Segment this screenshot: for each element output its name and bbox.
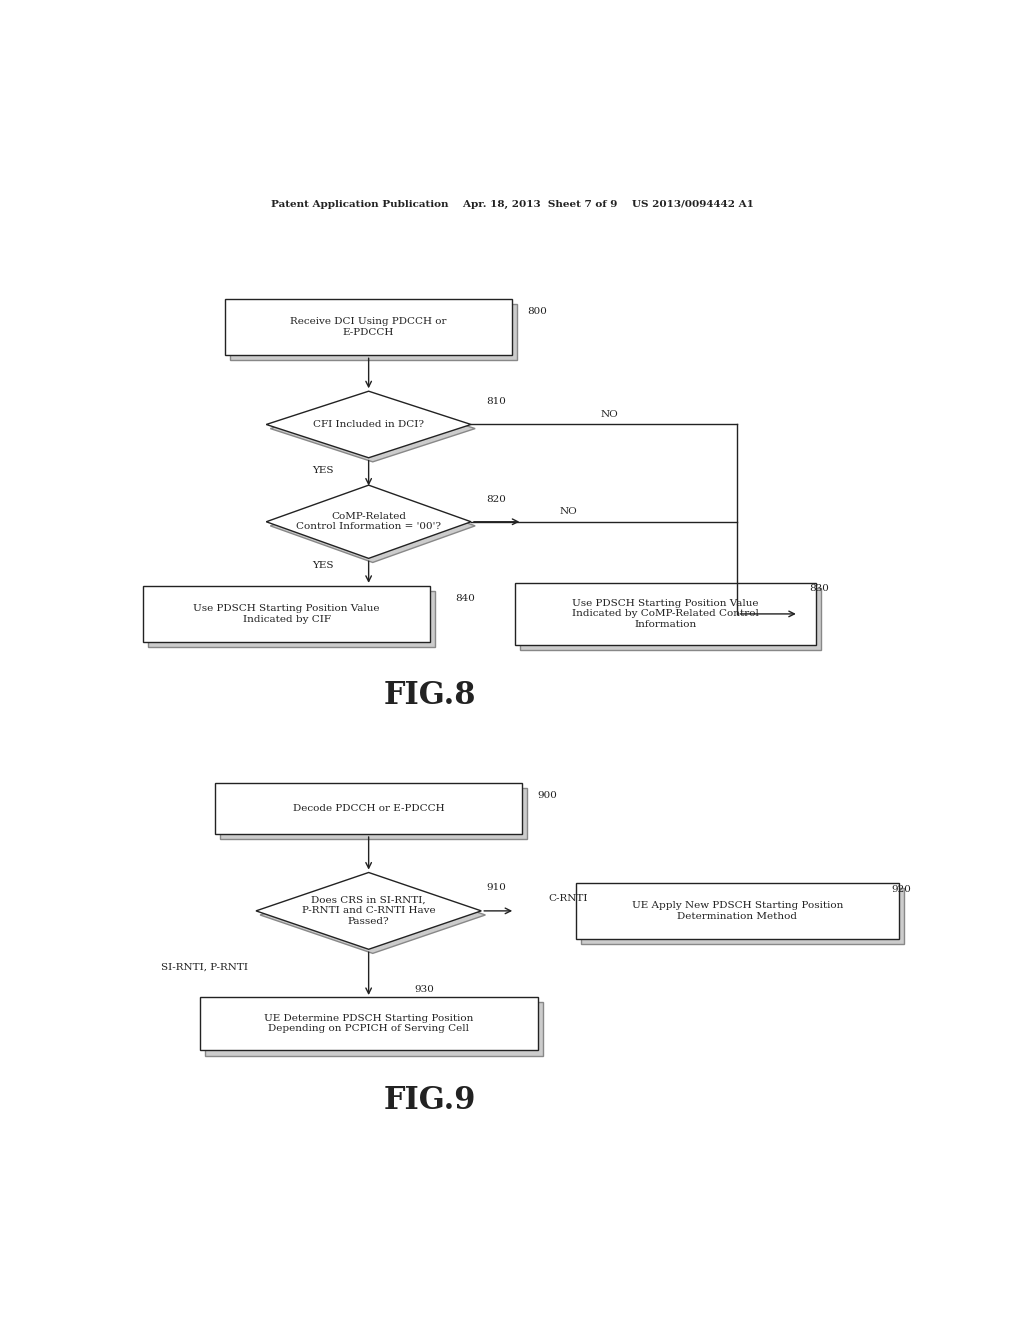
FancyBboxPatch shape [575,883,899,939]
FancyBboxPatch shape [515,583,816,645]
Text: 920: 920 [891,884,910,894]
Text: 810: 810 [486,397,506,407]
Text: 930: 930 [415,985,434,994]
Text: Patent Application Publication    Apr. 18, 2013  Sheet 7 of 9    US 2013/0094442: Patent Application Publication Apr. 18, … [270,199,754,209]
Text: Use PDSCH Starting Position Value
Indicated by CIF: Use PDSCH Starting Position Value Indica… [194,605,380,623]
Text: 830: 830 [809,583,828,593]
FancyBboxPatch shape [148,591,435,647]
Text: 910: 910 [486,883,506,892]
Text: CFI Included in DCI?: CFI Included in DCI? [313,420,424,429]
Polygon shape [270,395,475,462]
Text: Does CRS in SI-RNTI,
P-RNTI and C-RNTI Have
Passed?: Does CRS in SI-RNTI, P-RNTI and C-RNTI H… [302,896,435,925]
FancyBboxPatch shape [220,788,527,840]
Text: FIG.8: FIG.8 [384,680,476,711]
FancyBboxPatch shape [230,304,517,360]
Text: Use PDSCH Starting Position Value
Indicated by CoMP-Related Control
Information: Use PDSCH Starting Position Value Indica… [572,599,759,628]
FancyBboxPatch shape [200,997,538,1051]
Text: Decode PDCCH or E-PDCCH: Decode PDCCH or E-PDCCH [293,804,444,813]
Text: Receive DCI Using PDCCH or
E-PDCCH: Receive DCI Using PDCCH or E-PDCCH [291,318,446,337]
FancyBboxPatch shape [520,589,821,649]
Text: FIG.9: FIG.9 [384,1085,476,1115]
Text: 840: 840 [456,594,475,603]
Text: YES: YES [312,561,333,570]
FancyBboxPatch shape [215,783,522,834]
Polygon shape [270,490,475,562]
Text: UE Determine PDSCH Starting Position
Depending on PCPICH of Serving Cell: UE Determine PDSCH Starting Position Dep… [264,1014,473,1034]
FancyBboxPatch shape [582,888,904,944]
Text: SI-RNTI, P-RNTI: SI-RNTI, P-RNTI [162,962,248,972]
Polygon shape [266,391,471,458]
Text: 820: 820 [486,495,506,504]
FancyBboxPatch shape [205,1002,543,1056]
Text: NO: NO [600,409,618,418]
Polygon shape [260,876,485,953]
Text: C-RNTI: C-RNTI [549,894,588,903]
Text: 900: 900 [538,791,557,800]
FancyBboxPatch shape [143,586,430,642]
Text: CoMP-Related
Control Information = '00'?: CoMP-Related Control Information = '00'? [296,512,441,532]
Polygon shape [266,486,471,558]
Text: YES: YES [312,466,333,475]
Polygon shape [256,873,481,949]
Text: UE Apply New PDSCH Starting Position
Determination Method: UE Apply New PDSCH Starting Position Det… [632,902,843,920]
FancyBboxPatch shape [225,300,512,355]
Text: NO: NO [559,507,578,516]
Text: 800: 800 [527,308,547,317]
